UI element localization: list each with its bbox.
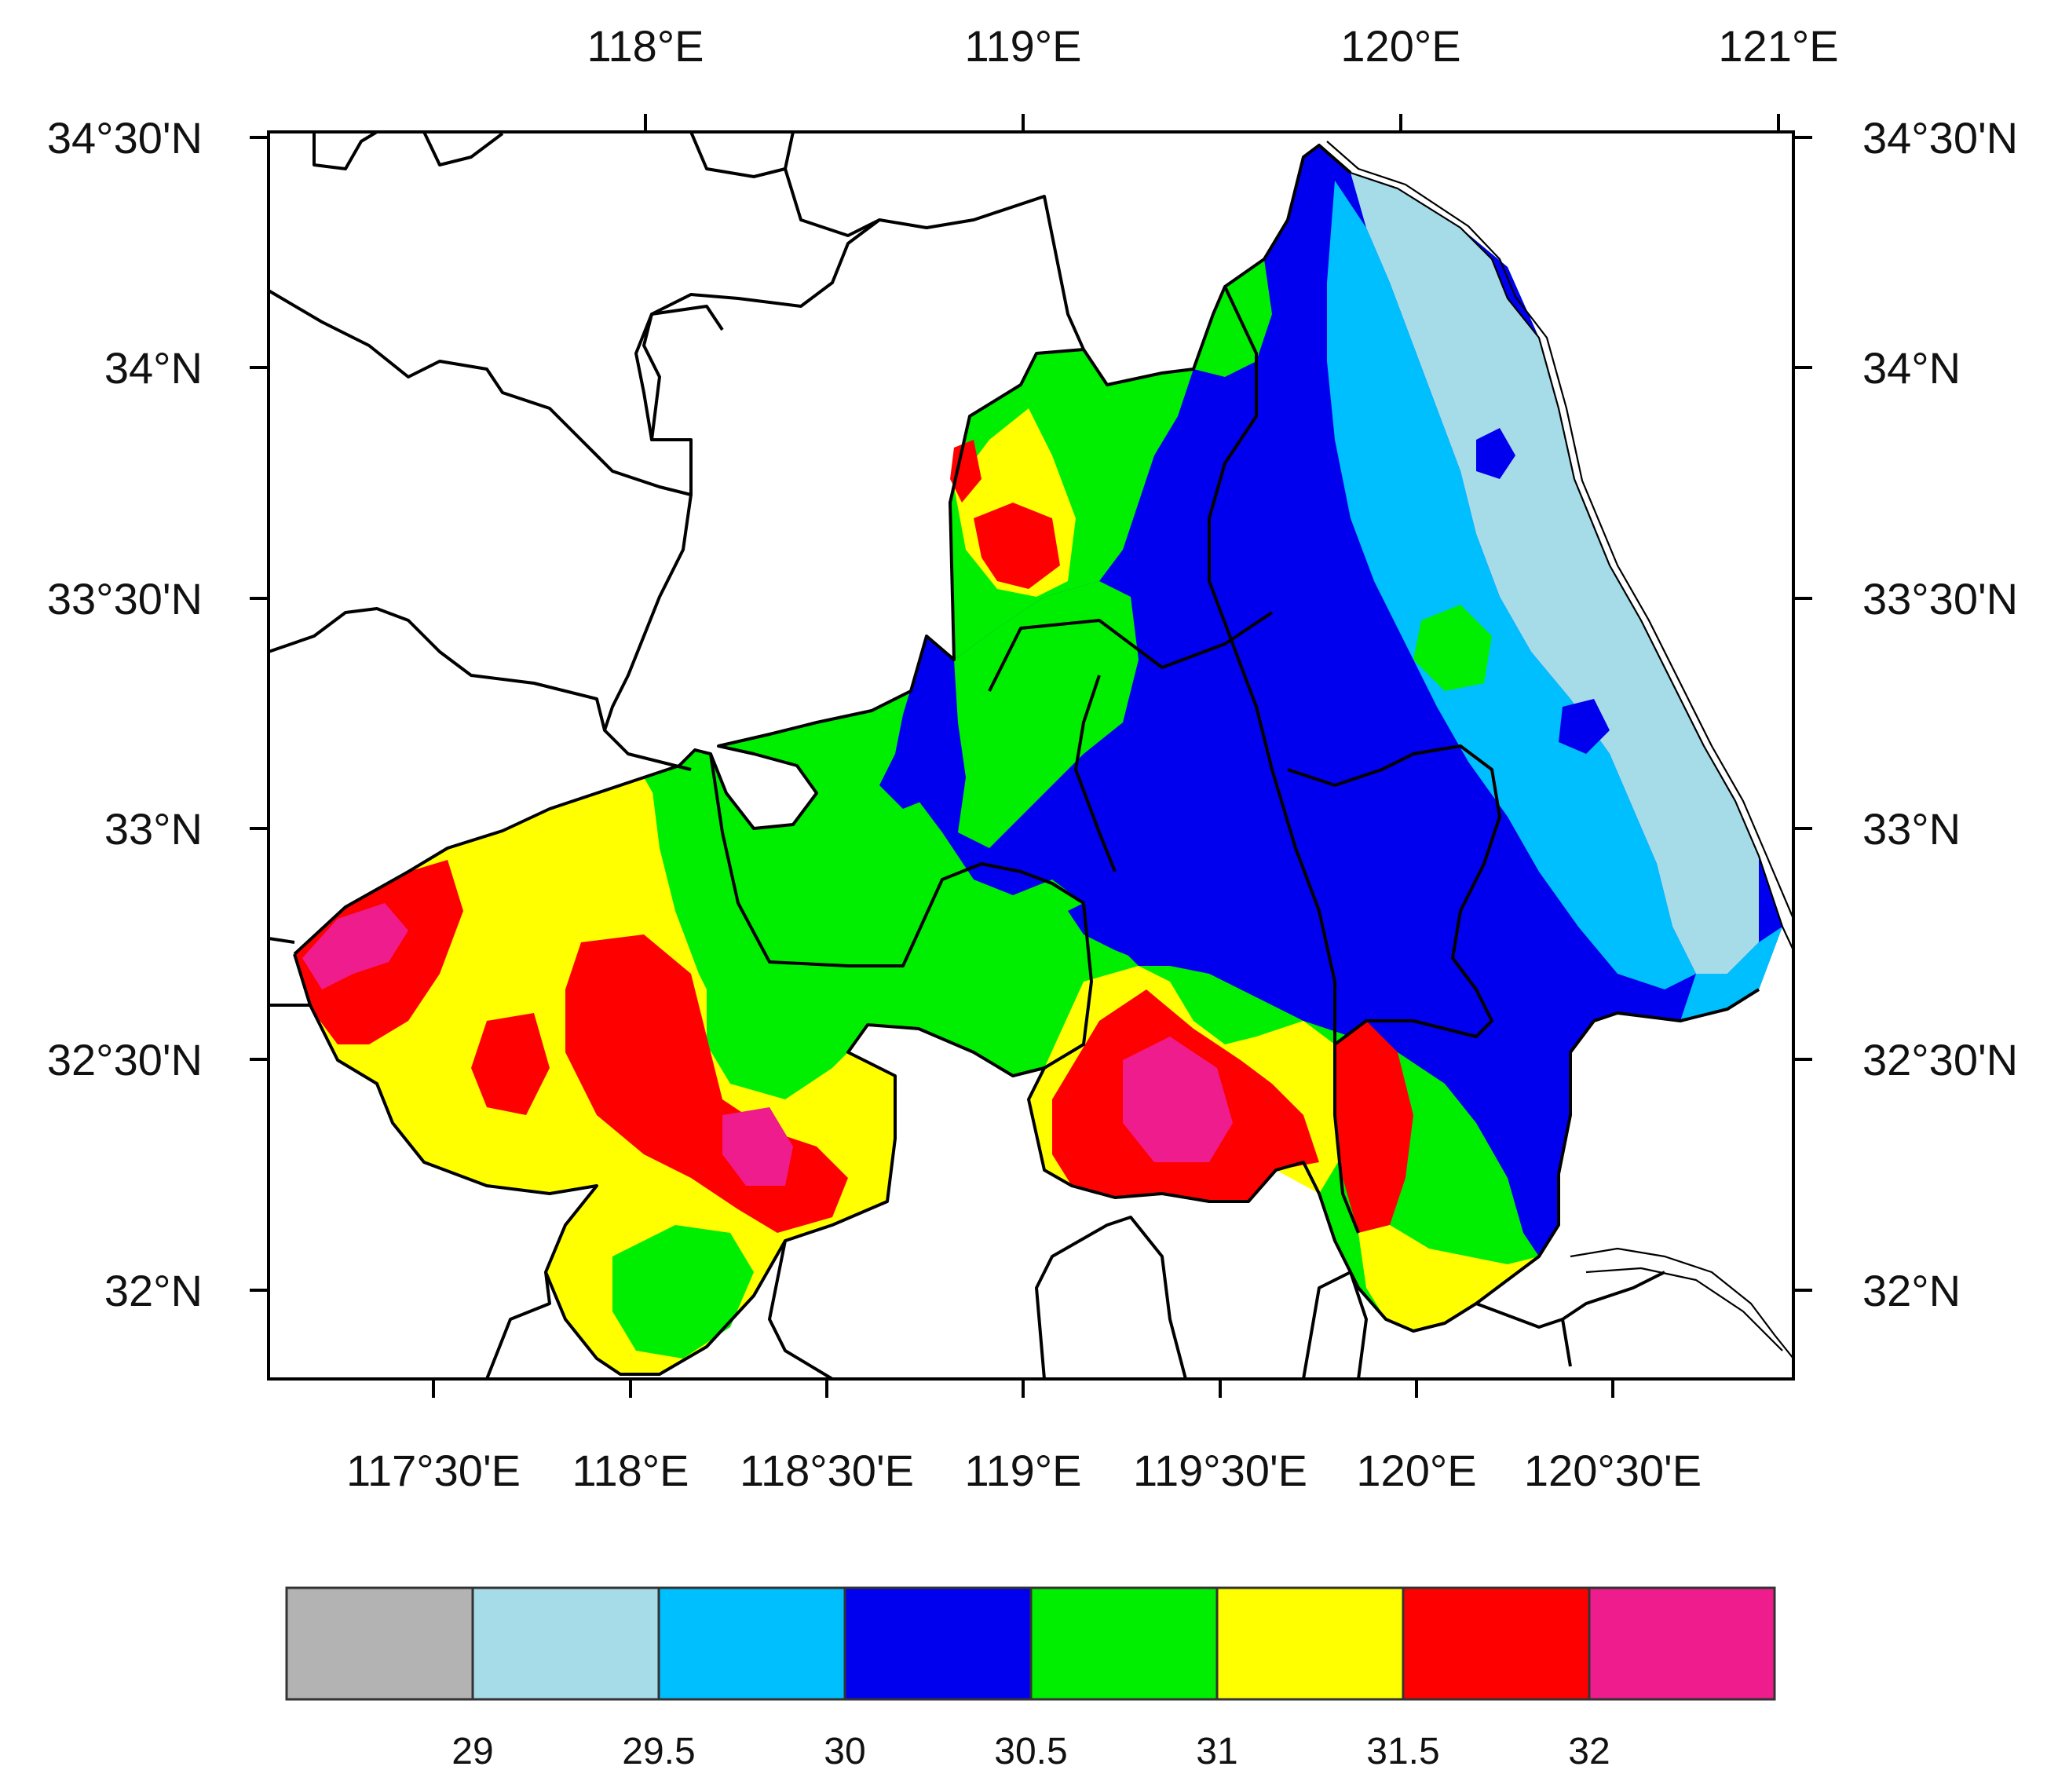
region-red-se: [1335, 1021, 1413, 1233]
region-outline: [293, 144, 1352, 956]
green-island: [1413, 605, 1492, 691]
internal-boundary-4: [1208, 286, 1360, 1234]
left-axis-label: 34°30'N: [47, 113, 203, 163]
right-axis-label: 33°N: [1862, 804, 1961, 854]
right-axis-label: 34°30'N: [1862, 113, 2018, 163]
plot-frame: [267, 130, 1795, 1381]
right-axis-label: 33°30'N: [1862, 574, 2018, 624]
right-axis: 34°30'N 34°N 33°30'N 33°N 32°30'N 32°N: [1793, 113, 2018, 1315]
temperature-field: [294, 145, 1782, 1374]
left-axis-label: 32°30'N: [47, 1035, 203, 1084]
region-cyan: [1327, 181, 1696, 989]
region-pink-sw2: [722, 1107, 793, 1186]
region-outline-south: [293, 953, 1760, 1376]
neighbor-boundary-s3: [1302, 1271, 1368, 1379]
colorbar-swatch: [657, 1586, 846, 1701]
blue-spot-1: [1476, 428, 1515, 479]
neighbor-boundary-sw: [485, 1271, 551, 1379]
bottom-axis-label: 117°30'E: [346, 1446, 521, 1495]
region-pink-sw1: [302, 903, 408, 989]
colorbar-swatch: [1215, 1586, 1405, 1701]
region-cyan-2: [1680, 927, 1782, 1021]
right-axis-label: 34°N: [1862, 343, 1961, 393]
colorbar-label: 31.5: [1366, 1731, 1439, 1772]
colorbar-swatch: [843, 1586, 1033, 1701]
bottom-axis-label: 120°E: [1356, 1446, 1476, 1495]
neighbor-boundary-nw2: [313, 132, 378, 170]
internal-boundary-3: [1074, 675, 1117, 872]
neighbor-boundary-n4: [603, 494, 693, 771]
top-axis-label: 120°E: [1340, 21, 1460, 71]
neighbor-boundary-n2: [784, 168, 1085, 350]
neighbor-boundary-n: [689, 132, 795, 178]
colorbar-label: 29: [451, 1731, 493, 1772]
region-pink-sc: [1123, 1037, 1233, 1162]
neighbor-boundary-nw1: [269, 289, 724, 496]
blue-spot-2: [1559, 699, 1610, 754]
region-lightblue: [1351, 173, 1759, 974]
bottom-axis-label: 119°30'E: [1133, 1446, 1307, 1495]
internal-boundary-5: [1287, 744, 1501, 1046]
top-axis-label: 121°E: [1718, 21, 1838, 71]
colorbar-swatch: [1402, 1586, 1591, 1701]
region-red-nw: [974, 503, 1060, 589]
neighbor-boundary-s1: [768, 1240, 834, 1379]
bottom-axis-label: 118°E: [572, 1446, 689, 1495]
left-axis-label: 32°N: [104, 1266, 203, 1315]
neighbor-boundary-nw3: [422, 132, 504, 166]
colorbar-swatch: [471, 1586, 660, 1701]
region-red-nw2: [950, 440, 981, 503]
estuary: [1570, 1247, 1793, 1359]
boundaries: [269, 132, 1793, 1379]
internal-boundary-2: [988, 611, 1274, 692]
neighbor-boundary-s4: [1475, 1271, 1665, 1367]
top-axis-label: 119°E: [964, 21, 1081, 71]
left-axis-label: 34°N: [104, 343, 203, 393]
bottom-axis-label: 120°30'E: [1524, 1446, 1702, 1495]
left-axis-label: 33°N: [104, 804, 203, 854]
neighbor-boundary-w: [269, 607, 606, 731]
colorbar-swatch: [1029, 1586, 1219, 1701]
colorbar-label: 32: [1568, 1731, 1610, 1772]
colorbar: 29 29.5 30 30.5 31 31.5 32: [285, 1586, 1776, 1772]
colorbar-swatch: [1588, 1586, 1776, 1701]
colorbar-swatch: [285, 1586, 474, 1701]
bottom-axis-label: 118°30'E: [740, 1446, 914, 1495]
lake-gaoyou: [1068, 825, 1186, 966]
green-central: [954, 581, 1139, 848]
colorbar-label: 29.5: [622, 1731, 695, 1772]
coastline-2: [1326, 141, 1793, 920]
neighbor-boundary-w2: [269, 937, 310, 1007]
top-axis-label: 118°E: [587, 21, 704, 71]
region-red-sw3: [471, 1013, 550, 1115]
colorbar-label: 30: [824, 1731, 865, 1772]
right-axis-label: 32°N: [1862, 1266, 1961, 1315]
bottom-axis: 117°30'E 118°E 118°30'E 119°E 119°30'E 1…: [346, 1379, 1702, 1495]
right-axis-label: 32°30'N: [1862, 1035, 2018, 1084]
region-yellow-se: [1358, 1225, 1539, 1331]
coastline: [1318, 144, 1793, 951]
bottom-axis-label: 119°E: [964, 1446, 1081, 1495]
colorbar-label: 30.5: [994, 1731, 1067, 1772]
green-sw-south: [612, 1225, 754, 1359]
internal-boundary-1: [709, 753, 1093, 1070]
green-sw-streak: [652, 785, 746, 1021]
left-axis-label: 33°30'N: [47, 574, 203, 624]
colorbar-label: 31: [1196, 1731, 1237, 1772]
region-blue: [903, 145, 1782, 1256]
lake-hongze: [879, 636, 966, 809]
left-axis: 34°30'N 34°N 33°30'N 33°N 32°30'N 32°N: [47, 113, 269, 1315]
neighbor-boundary-n3: [642, 218, 881, 441]
neighbor-boundary-s2: [1035, 1216, 1187, 1379]
top-axis: 118°E 119°E 120°E 121°E: [587, 21, 1839, 132]
